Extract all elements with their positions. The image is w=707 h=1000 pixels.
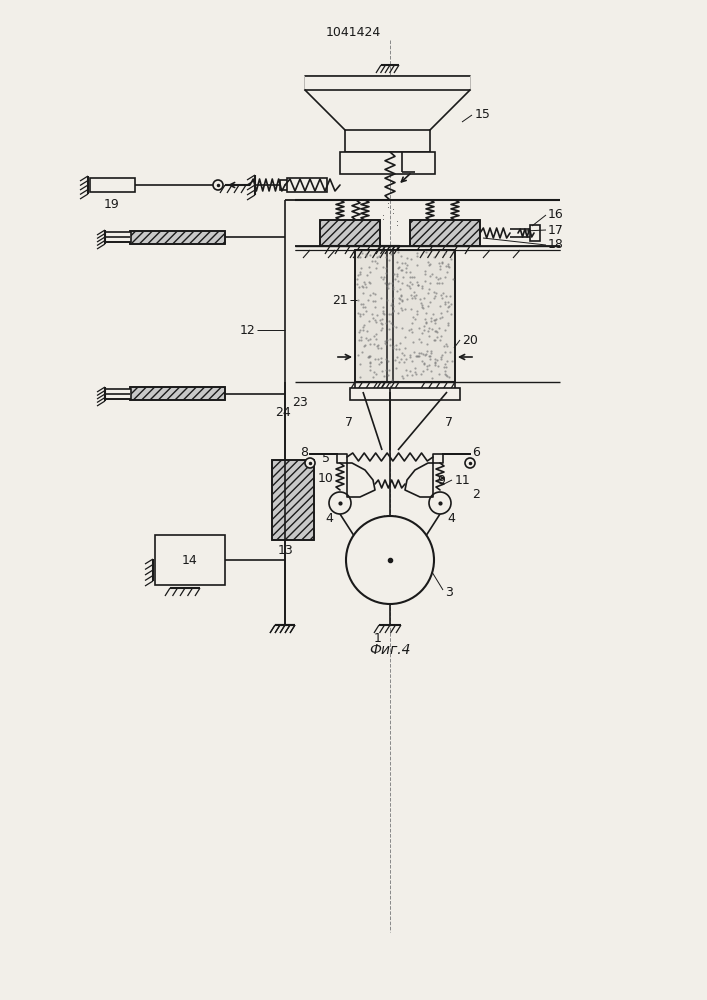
Bar	[340, 152, 435, 174]
Polygon shape	[310, 454, 375, 497]
Text: 17: 17	[548, 224, 564, 236]
Bar	[105, 389, 131, 399]
Bar	[272, 460, 314, 540]
Text: 9: 9	[437, 474, 445, 487]
Polygon shape	[305, 76, 470, 130]
Text: 11: 11	[455, 474, 471, 487]
Circle shape	[346, 516, 434, 604]
Bar	[320, 220, 380, 246]
Bar	[272, 460, 314, 540]
Text: :: :	[387, 200, 390, 210]
Circle shape	[329, 492, 351, 514]
Bar	[130, 387, 225, 400]
Text: 14: 14	[182, 554, 198, 566]
Polygon shape	[405, 454, 470, 497]
Bar	[105, 232, 131, 242]
Text: 24: 24	[275, 406, 291, 420]
Text: 21: 21	[332, 294, 348, 306]
Text: 4: 4	[447, 512, 455, 526]
Text: 6: 6	[472, 446, 480, 458]
Text: :: :	[382, 214, 385, 223]
Bar	[345, 130, 430, 152]
Text: Фиг.4: Фиг.4	[369, 643, 411, 657]
Bar	[155, 535, 225, 585]
Bar	[355, 250, 455, 382]
Text: 1041424: 1041424	[325, 26, 380, 39]
Bar	[410, 220, 480, 246]
Bar	[287, 178, 327, 192]
Text: 13: 13	[278, 544, 293, 556]
Text: 16: 16	[548, 209, 563, 222]
Bar	[355, 250, 455, 382]
Bar	[280, 180, 288, 190]
Bar	[320, 220, 380, 246]
Text: 19: 19	[104, 198, 120, 211]
Text: 1: 1	[374, 632, 382, 645]
Bar	[530, 225, 540, 241]
Circle shape	[429, 492, 451, 514]
Text: 5: 5	[322, 452, 330, 464]
Text: 18: 18	[548, 238, 564, 251]
Text: 7: 7	[345, 416, 353, 428]
Circle shape	[305, 458, 315, 468]
Bar	[130, 231, 225, 244]
Bar	[410, 220, 480, 246]
Text: :: :	[392, 208, 395, 217]
Circle shape	[213, 180, 223, 190]
Text: 8: 8	[300, 446, 308, 458]
Text: 4: 4	[325, 512, 333, 526]
Text: 20: 20	[462, 334, 478, 347]
Text: 10: 10	[318, 472, 334, 485]
Bar	[130, 231, 225, 244]
Text: 3: 3	[445, 585, 453, 598]
Text: 7: 7	[445, 416, 453, 428]
Bar	[350, 388, 460, 400]
Bar	[90, 178, 135, 192]
Text: :: :	[396, 220, 398, 229]
Bar	[305, 76, 470, 90]
Text: 2: 2	[472, 488, 480, 502]
Text: 15: 15	[475, 108, 491, 121]
Bar	[130, 387, 225, 400]
Text: 23: 23	[292, 395, 308, 408]
Circle shape	[465, 458, 475, 468]
Text: 12: 12	[239, 324, 255, 336]
